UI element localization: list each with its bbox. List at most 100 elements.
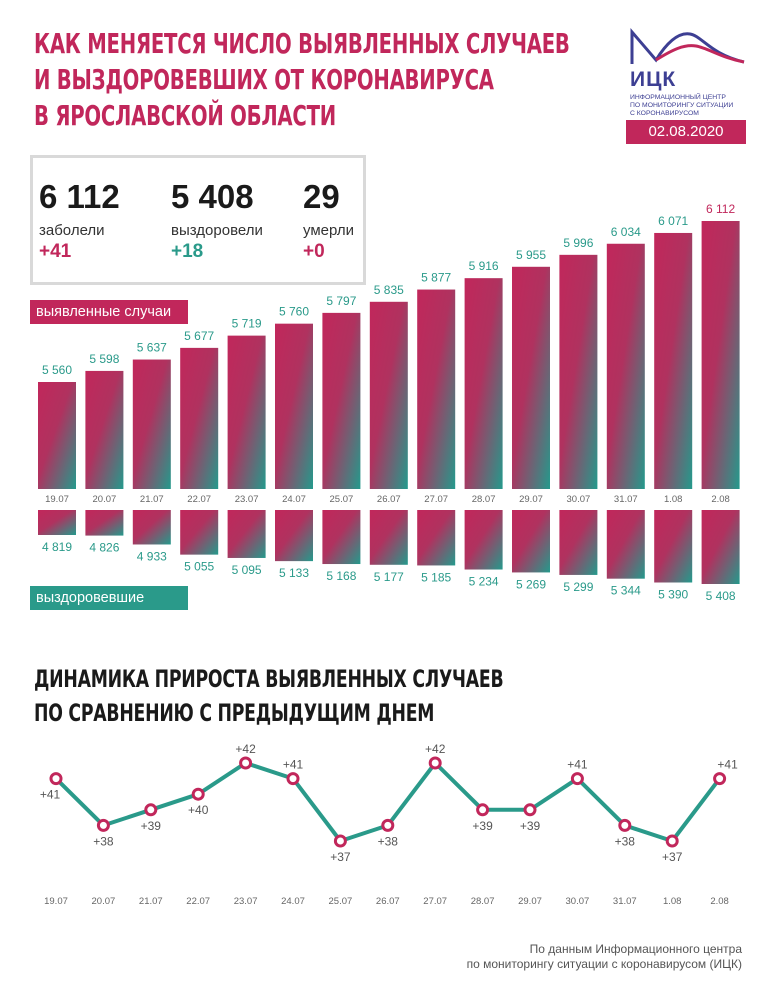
bar-date-label: 24.07: [282, 494, 306, 505]
growth-point: [191, 787, 205, 801]
cases-bar-value: 6 112: [706, 202, 735, 216]
bar-date-label: 31.07: [614, 494, 638, 505]
bar-date-label: 2.08: [711, 494, 730, 505]
cases-bar: [275, 323, 313, 489]
recovered-bar-value: 5 095: [232, 563, 262, 577]
growth-point-label: +38: [378, 834, 399, 848]
growth-point-label: +39: [520, 819, 541, 833]
bar-date-label: 29.07: [519, 494, 543, 505]
cases-bar: [464, 278, 503, 489]
bar-date-label: 23.07: [235, 494, 259, 505]
recovered-bar-value: 5 055: [184, 560, 214, 574]
recovered-bar-value: 5 185: [421, 570, 451, 584]
recovered-bar: [512, 510, 550, 573]
growth-point: [381, 818, 395, 832]
line-chart-title-line-1: ДИНАМИКА ПРИРОСТА ВЫЯВЛЕННЫХ СЛУЧАЕВ: [34, 665, 504, 693]
stat-recovered-delta: +18: [171, 241, 204, 262]
logo-subtitle-line-1: ИНФОРМАЦИОННЫЙ ЦЕНТР: [630, 94, 726, 101]
stats-box: 6 112 заболели +41 5 408 выздоровели +18…: [30, 155, 366, 285]
recovered-bar-value: 5 344: [611, 584, 641, 598]
growth-point: [523, 803, 537, 817]
recovered-bar: [38, 510, 76, 535]
growth-point: [286, 772, 300, 786]
growth-point: [144, 803, 158, 817]
line-date-label: 24.07: [281, 896, 305, 907]
growth-point-label: +41: [717, 758, 738, 772]
cases-bars: 5 560 19.07 5 598 20.07 5 637 21.07 5 677 22.07…: [38, 202, 740, 505]
stat-deaths-label: умерли: [303, 222, 354, 239]
recovered-bar-value: 4 819: [42, 540, 72, 554]
line-date-label: 29.07: [518, 896, 542, 907]
cases-bar-value: 5 760: [279, 305, 309, 319]
recovered-bar: [606, 510, 645, 579]
stat-recovered-label: выздоровели: [171, 222, 263, 239]
growth-point: [428, 756, 442, 770]
recovered-bar-value: 5 408: [706, 589, 736, 603]
cases-bar: [85, 370, 124, 489]
growth-point: [618, 818, 632, 832]
growth-point-label: +41: [40, 788, 61, 802]
cases-series-label: выявленные случаи: [30, 300, 188, 324]
bar-date-label: 19.07: [45, 494, 69, 505]
cases-bar: [180, 347, 219, 489]
cases-bar: [38, 382, 76, 489]
line-chart-title: ДИНАМИКА ПРИРОСТА ВЫЯВЛЕННЫХ СЛУЧАЕВ ПО …: [34, 662, 621, 730]
recovered-bar: [322, 510, 361, 565]
growth-point-label: +39: [472, 819, 493, 833]
line-date-label: 23.07: [234, 896, 258, 907]
line-date-label: 2.08: [710, 896, 729, 907]
growth-point: [570, 772, 584, 786]
recovered-bar: [654, 510, 693, 583]
cases-bar-value: 6 071: [658, 214, 688, 228]
cases-bar-value: 5 598: [89, 352, 119, 366]
growth-point-label: +37: [662, 850, 683, 864]
cases-bar-value: 5 677: [184, 329, 214, 343]
logo: ИЦК ИНФОРМАЦИОННЫЙ ЦЕНТР ПО МОНИТОРИНГУ …: [626, 24, 746, 117]
cases-bar-value: 6 034: [611, 225, 641, 239]
bar-date-label: 30.07: [567, 494, 591, 505]
cases-bar: [227, 335, 266, 489]
bar-date-label: 27.07: [424, 494, 448, 505]
logo-subtitle: ИНФОРМАЦИОННЫЙ ЦЕНТР ПО МОНИТОРИНГУ СИТУ…: [630, 94, 748, 118]
stat-deaths-value: 29: [303, 178, 340, 215]
bar-date-label: 25.07: [330, 494, 354, 505]
cases-bar: [417, 289, 456, 489]
growth-point: [333, 834, 347, 848]
growth-point-label: +41: [283, 758, 304, 772]
logo-subtitle-line-3: С КОРОНАВИРУСОМ: [630, 110, 699, 117]
growth-point-label: +37: [330, 850, 351, 864]
cases-bar: [559, 254, 598, 489]
growth-point-label: +40: [188, 803, 209, 817]
stat-cases: 6 112 заболели +41: [39, 178, 120, 263]
growth-point: [49, 772, 63, 786]
growth-point-label: +38: [615, 834, 636, 848]
stat-deaths-delta: +0: [303, 241, 325, 262]
line-date-label: 1.08: [663, 896, 682, 907]
source-note: По данным Информационного центра по мони…: [467, 942, 742, 972]
recovered-bar: [701, 510, 740, 584]
logo-subtitle-line-2: ПО МОНИТОРИНГУ СИТУАЦИИ: [630, 102, 734, 109]
recovered-bar-value: 5 168: [326, 569, 356, 583]
cases-bar-value: 5 797: [326, 294, 356, 308]
line-date-label: 22.07: [186, 896, 210, 907]
cases-bar: [701, 221, 740, 489]
recovered-bar-value: 5 234: [469, 575, 499, 589]
title-line-2: И ВЫЗДОРОВЕВШИХ ОТ КОРОНАВИРУСА: [34, 63, 494, 96]
growth-point-label: +41: [567, 758, 588, 772]
growth-point-label: +38: [93, 834, 114, 848]
growth-point-label: +39: [141, 819, 162, 833]
recovered-bar-value: 5 177: [374, 570, 404, 584]
growth-point: [476, 803, 490, 817]
source-line-2: по мониторингу ситуации с коронавирусом …: [466, 957, 742, 971]
recovered-bar: [275, 510, 313, 562]
bar-date-label: 22.07: [187, 494, 211, 505]
recovered-bar: [559, 510, 598, 575]
line-date-label: 21.07: [139, 896, 163, 907]
date-badge: 02.08.2020: [626, 120, 746, 144]
stat-cases-value: 6 112: [39, 178, 120, 215]
line-date-label: 19.07: [44, 896, 68, 907]
cases-bar-value: 5 996: [563, 236, 593, 250]
logo-name: ИЦК: [630, 68, 677, 91]
recovered-bar-value: 5 133: [279, 566, 309, 580]
